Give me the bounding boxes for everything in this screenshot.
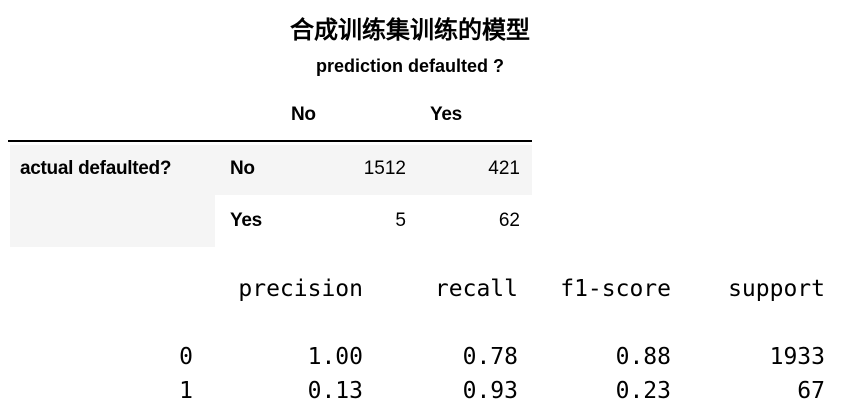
column-header-no: No <box>291 104 316 125</box>
header-divider <box>8 140 532 142</box>
table-subtitle: prediction defaulted ? <box>315 56 504 76</box>
report-header-precision: precision <box>238 276 363 302</box>
report-header-support: support <box>728 276 825 302</box>
page-title: 合成训练集训练的模型 <box>290 16 530 44</box>
report-cell-precision: 0.13 <box>307 378 363 404</box>
report-row-label: 0 <box>179 344 193 370</box>
report-cell-support: 1933 <box>769 344 825 370</box>
report-row-label: 1 <box>179 378 193 404</box>
table-cell: 62 <box>498 210 520 231</box>
report-cell-support: 67 <box>797 378 825 404</box>
report-header-f1: f1-score <box>560 276 671 302</box>
row-label-yes: Yes <box>230 210 262 231</box>
table-cell: 5 <box>395 210 406 231</box>
report-cell-f1: 0.88 <box>615 344 671 370</box>
report-cell-recall: 0.78 <box>462 344 518 370</box>
table-cell: 1512 <box>363 158 406 179</box>
table-cell: 421 <box>488 158 520 179</box>
row-index-name: actual defaulted? <box>20 158 172 179</box>
row-stripe <box>215 145 532 195</box>
report-cell-precision: 1.00 <box>307 344 363 370</box>
report-cell-recall: 0.93 <box>462 378 518 404</box>
row-label-no: No <box>230 158 255 179</box>
column-header-yes: Yes <box>430 104 462 125</box>
report-header-recall: recall <box>434 276 518 302</box>
report-cell-f1: 0.23 <box>615 378 671 404</box>
index-background <box>10 145 215 247</box>
